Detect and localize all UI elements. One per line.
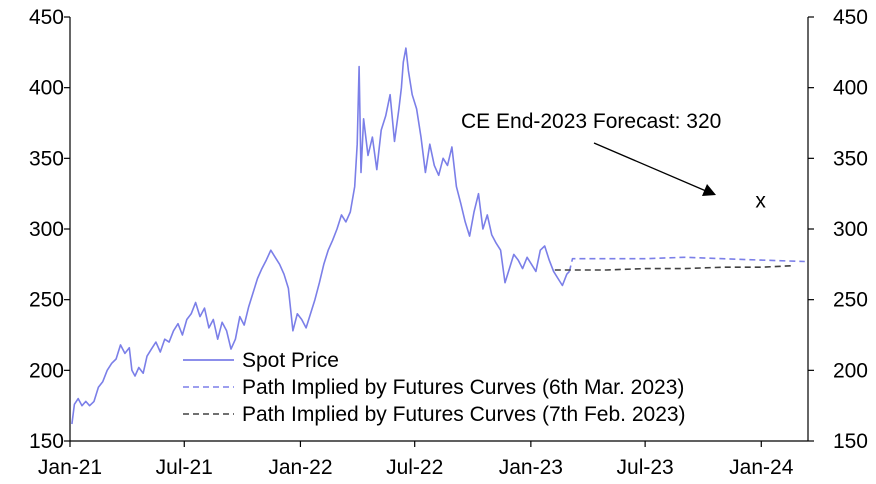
- left-tick-label: 350: [29, 147, 64, 170]
- x-tick-label: Jan-24: [729, 456, 794, 479]
- right-tick-label: 300: [833, 218, 868, 241]
- left-tick-label: 150: [29, 430, 64, 453]
- right-tick-label: 350: [833, 147, 868, 170]
- series-line-2: [554, 264, 793, 271]
- x-ticks: Jan-21 Jul-21 Jan-22 Jul-22 Jan-23 Jul-23 Jan-…: [38, 441, 794, 479]
- legend: Spot Price Path Implied by Futures Curve…: [183, 349, 686, 426]
- x-tick-label: Jan-22: [268, 456, 332, 479]
- legend-item-spot: Spot Price: [183, 349, 339, 372]
- legend-label-futures-feb: Path Implied by Futures Curves (7th Feb.…: [242, 403, 686, 426]
- legend-item-futures-feb: Path Implied by Futures Curves (7th Feb.…: [183, 403, 686, 426]
- series-layer: [71, 47, 805, 425]
- x-tick-label: Jan-21: [38, 456, 102, 479]
- series-line-1: [568, 256, 805, 272]
- right-y-ticks: 150 200 250 300 350 400 450: [808, 6, 868, 453]
- x-tick-label: Jul-23: [617, 456, 674, 479]
- left-tick-label: 200: [29, 359, 64, 382]
- left-tick-label: 400: [29, 77, 64, 100]
- right-tick-label: 150: [833, 430, 868, 453]
- forecast-label: CE End-2023 Forecast: 320: [461, 110, 721, 133]
- forecast-marker: x: [755, 190, 766, 213]
- right-tick-label: 400: [833, 77, 868, 100]
- legend-item-futures-mar: Path Implied by Futures Curves (6th Mar.…: [183, 376, 684, 399]
- right-tick-label: 250: [833, 289, 868, 312]
- x-tick-label: Jul-21: [156, 456, 213, 479]
- left-tick-label: 300: [29, 218, 64, 241]
- left-tick-label: 450: [29, 6, 64, 29]
- left-tick-label: 250: [29, 289, 64, 312]
- right-tick-label: 200: [833, 359, 868, 382]
- left-y-ticks: 150 200 250 300 350 400 450: [29, 6, 70, 453]
- right-tick-label: 450: [833, 6, 868, 29]
- series-line-0: [71, 47, 570, 425]
- forecast-arrow: [593, 142, 707, 192]
- forecast-annotation: CE End-2023 Forecast: 320 x: [461, 110, 766, 213]
- legend-label-futures-mar: Path Implied by Futures Curves (6th Mar.…: [242, 376, 684, 399]
- legend-label-spot: Spot Price: [242, 349, 339, 372]
- forecast-arrow-head: [702, 184, 716, 196]
- x-tick-label: Jan-23: [499, 456, 563, 479]
- x-tick-label: Jul-22: [386, 456, 443, 479]
